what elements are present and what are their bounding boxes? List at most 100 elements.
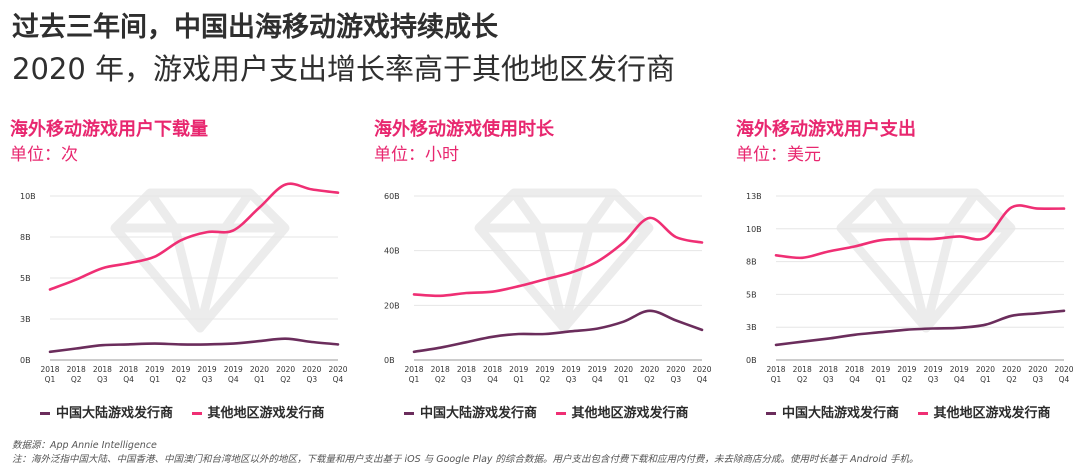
x-tick-label: 2020 (250, 365, 269, 374)
legend-label-cn: 中国大陆游戏发行商 (782, 406, 900, 421)
legend-item-cn: 中国大陆游戏发行商 (404, 402, 537, 421)
series-line-cn (48, 337, 340, 354)
chart-legend: 中国大陆游戏发行商 其他地区游戏发行商 (766, 402, 1065, 421)
chart-panel-spending: 海外移动游戏用户支出 单位：美元 0B 3B 5B 8B 10B 13B 2018 Q1 201… (736, 108, 1080, 426)
x-tick-label: Q3 (461, 375, 472, 384)
x-tick-label: Q3 (97, 375, 108, 384)
x-tick-label: Q4 (1059, 375, 1070, 384)
x-tick-label: 2018 (819, 365, 838, 374)
x-tick-label: 2019 (509, 365, 528, 374)
x-tick-label: Q2 (1006, 375, 1017, 384)
x-tick-label: Q1 (875, 375, 886, 384)
chart-panel-downloads: 海外移动游戏用户下载量 单位：次 0B 3B 5B 8B 10B 2018 Q1 2018 Q2… (10, 108, 360, 426)
x-tick-label: Q2 (644, 375, 655, 384)
x-tick-label: 2020 (302, 365, 321, 374)
x-tick-label: 2018 (793, 365, 812, 374)
legend-swatch-cn (766, 412, 776, 415)
x-tick-label: Q4 (849, 375, 860, 384)
chart-legend: 中国大陆游戏发行商 其他地区游戏发行商 (40, 402, 339, 421)
x-tick-label: 2019 (145, 365, 164, 374)
y-tick-label: 8B (20, 233, 31, 242)
x-tick-label: 2018 (40, 365, 59, 374)
x-tick-label: 2020 (1054, 365, 1073, 374)
chart-legend: 中国大陆游戏发行商 其他地区游戏发行商 (404, 402, 703, 421)
y-tick-label: 60B (384, 192, 400, 201)
x-tick-label: Q2 (435, 375, 446, 384)
y-tick-label: 3B (20, 315, 31, 324)
chart-unit: 单位：次 (10, 145, 78, 165)
y-tick-label: 0B (20, 356, 31, 365)
x-tick-label: 2020 (640, 365, 659, 374)
series-line-other (412, 216, 704, 298)
x-tick-label: Q2 (176, 375, 187, 384)
legend-label-other: 其他地区游戏发行商 (571, 406, 689, 421)
x-tick-label: 2019 (171, 365, 190, 374)
x-tick-label: 2018 (119, 365, 138, 374)
watermark-diamond-icon (110, 188, 290, 333)
legend-swatch-cn (40, 412, 50, 415)
x-tick-label: Q1 (45, 375, 56, 384)
x-tick-label: 2019 (562, 365, 581, 374)
series-line-cn (774, 309, 1066, 347)
chart-unit: 单位：小时 (374, 145, 459, 165)
x-tick-label: 2019 (924, 365, 943, 374)
page-title: 过去三年间，中国出海移动游戏持续成长 (12, 12, 498, 43)
legend-label-other: 其他地区游戏发行商 (207, 406, 325, 421)
legend-label-cn: 中国大陆游戏发行商 (56, 406, 174, 421)
x-tick-label: Q2 (797, 375, 808, 384)
x-tick-label: 2020 (614, 365, 633, 374)
x-tick-label: Q4 (697, 375, 708, 384)
line-chart-usage: 0B20B40B60B2018Q12018Q22018Q32018Q42019Q… (384, 188, 712, 384)
x-tick-label: Q4 (123, 375, 134, 384)
x-tick-label: 2018 (845, 365, 864, 374)
legend-swatch-cn (404, 412, 414, 415)
x-tick-label: Q3 (928, 375, 939, 384)
y-tick-label: 40B (384, 247, 400, 256)
x-tick-label: Q4 (333, 375, 344, 384)
footer-note: 注：海外泛指中国大陆、中国香港、中国澳门和台湾地区以外的地区，下载量和用户支出基… (12, 454, 919, 465)
x-tick-label: Q2 (902, 375, 913, 384)
y-tick-label: 10B (746, 225, 762, 234)
x-tick-label: 2020 (976, 365, 995, 374)
x-tick-label: Q1 (513, 375, 524, 384)
y-tick-label: 8B (746, 258, 757, 267)
x-tick-label: 2019 (198, 365, 217, 374)
chart-title: 海外移动游戏用户下载量 (10, 119, 208, 140)
x-tick-label: Q3 (823, 375, 834, 384)
x-tick-label: 2020 (328, 365, 347, 374)
chart-panel-usage: 海外移动游戏使用时长 单位：小时 0B 20B 40B 60B 2018 Q1 2018 Q2… (374, 108, 724, 426)
y-tick-label: 13B (746, 192, 762, 201)
y-tick-label: 0B (746, 356, 757, 365)
legend-swatch-other (555, 412, 566, 415)
x-tick-label: 2019 (897, 365, 916, 374)
chart-title: 海外移动游戏用户支出 (736, 119, 916, 140)
x-tick-label: Q1 (618, 375, 629, 384)
series-line-other (774, 204, 1066, 260)
legend-item-other: 其他地区游戏发行商 (917, 402, 1051, 421)
x-tick-label: 2019 (588, 365, 607, 374)
x-tick-label: Q2 (540, 375, 551, 384)
x-tick-label: 2020 (666, 365, 685, 374)
x-tick-label: 2020 (1002, 365, 1021, 374)
x-tick-label: Q3 (670, 375, 681, 384)
legend-item-cn: 中国大陆游戏发行商 (766, 402, 899, 421)
x-tick-label: 2020 (1028, 365, 1047, 374)
series-line-cn (412, 309, 704, 354)
x-tick-label: 2019 (950, 365, 969, 374)
x-tick-label: Q1 (980, 375, 991, 384)
legend-label-other: 其他地区游戏发行商 (933, 406, 1051, 421)
line-chart-downloads: 0B3B5B8B10B2018Q12018Q22018Q32018Q42019Q… (20, 182, 348, 384)
y-tick-label: 3B (746, 323, 757, 332)
y-tick-label: 0B (384, 356, 395, 365)
chart-unit: 单位：美元 (736, 145, 821, 165)
x-tick-label: 2020 (276, 365, 295, 374)
legend-item-other: 其他地区游戏发行商 (191, 402, 325, 421)
x-tick-label: Q1 (409, 375, 420, 384)
x-tick-label: 2018 (93, 365, 112, 374)
x-tick-label: Q4 (592, 375, 603, 384)
legend-item-cn: 中国大陆游戏发行商 (40, 402, 173, 421)
x-tick-label: 2018 (766, 365, 785, 374)
x-tick-label: 2018 (483, 365, 502, 374)
x-tick-label: Q1 (771, 375, 782, 384)
legend-label-cn: 中国大陆游戏发行商 (420, 406, 538, 421)
